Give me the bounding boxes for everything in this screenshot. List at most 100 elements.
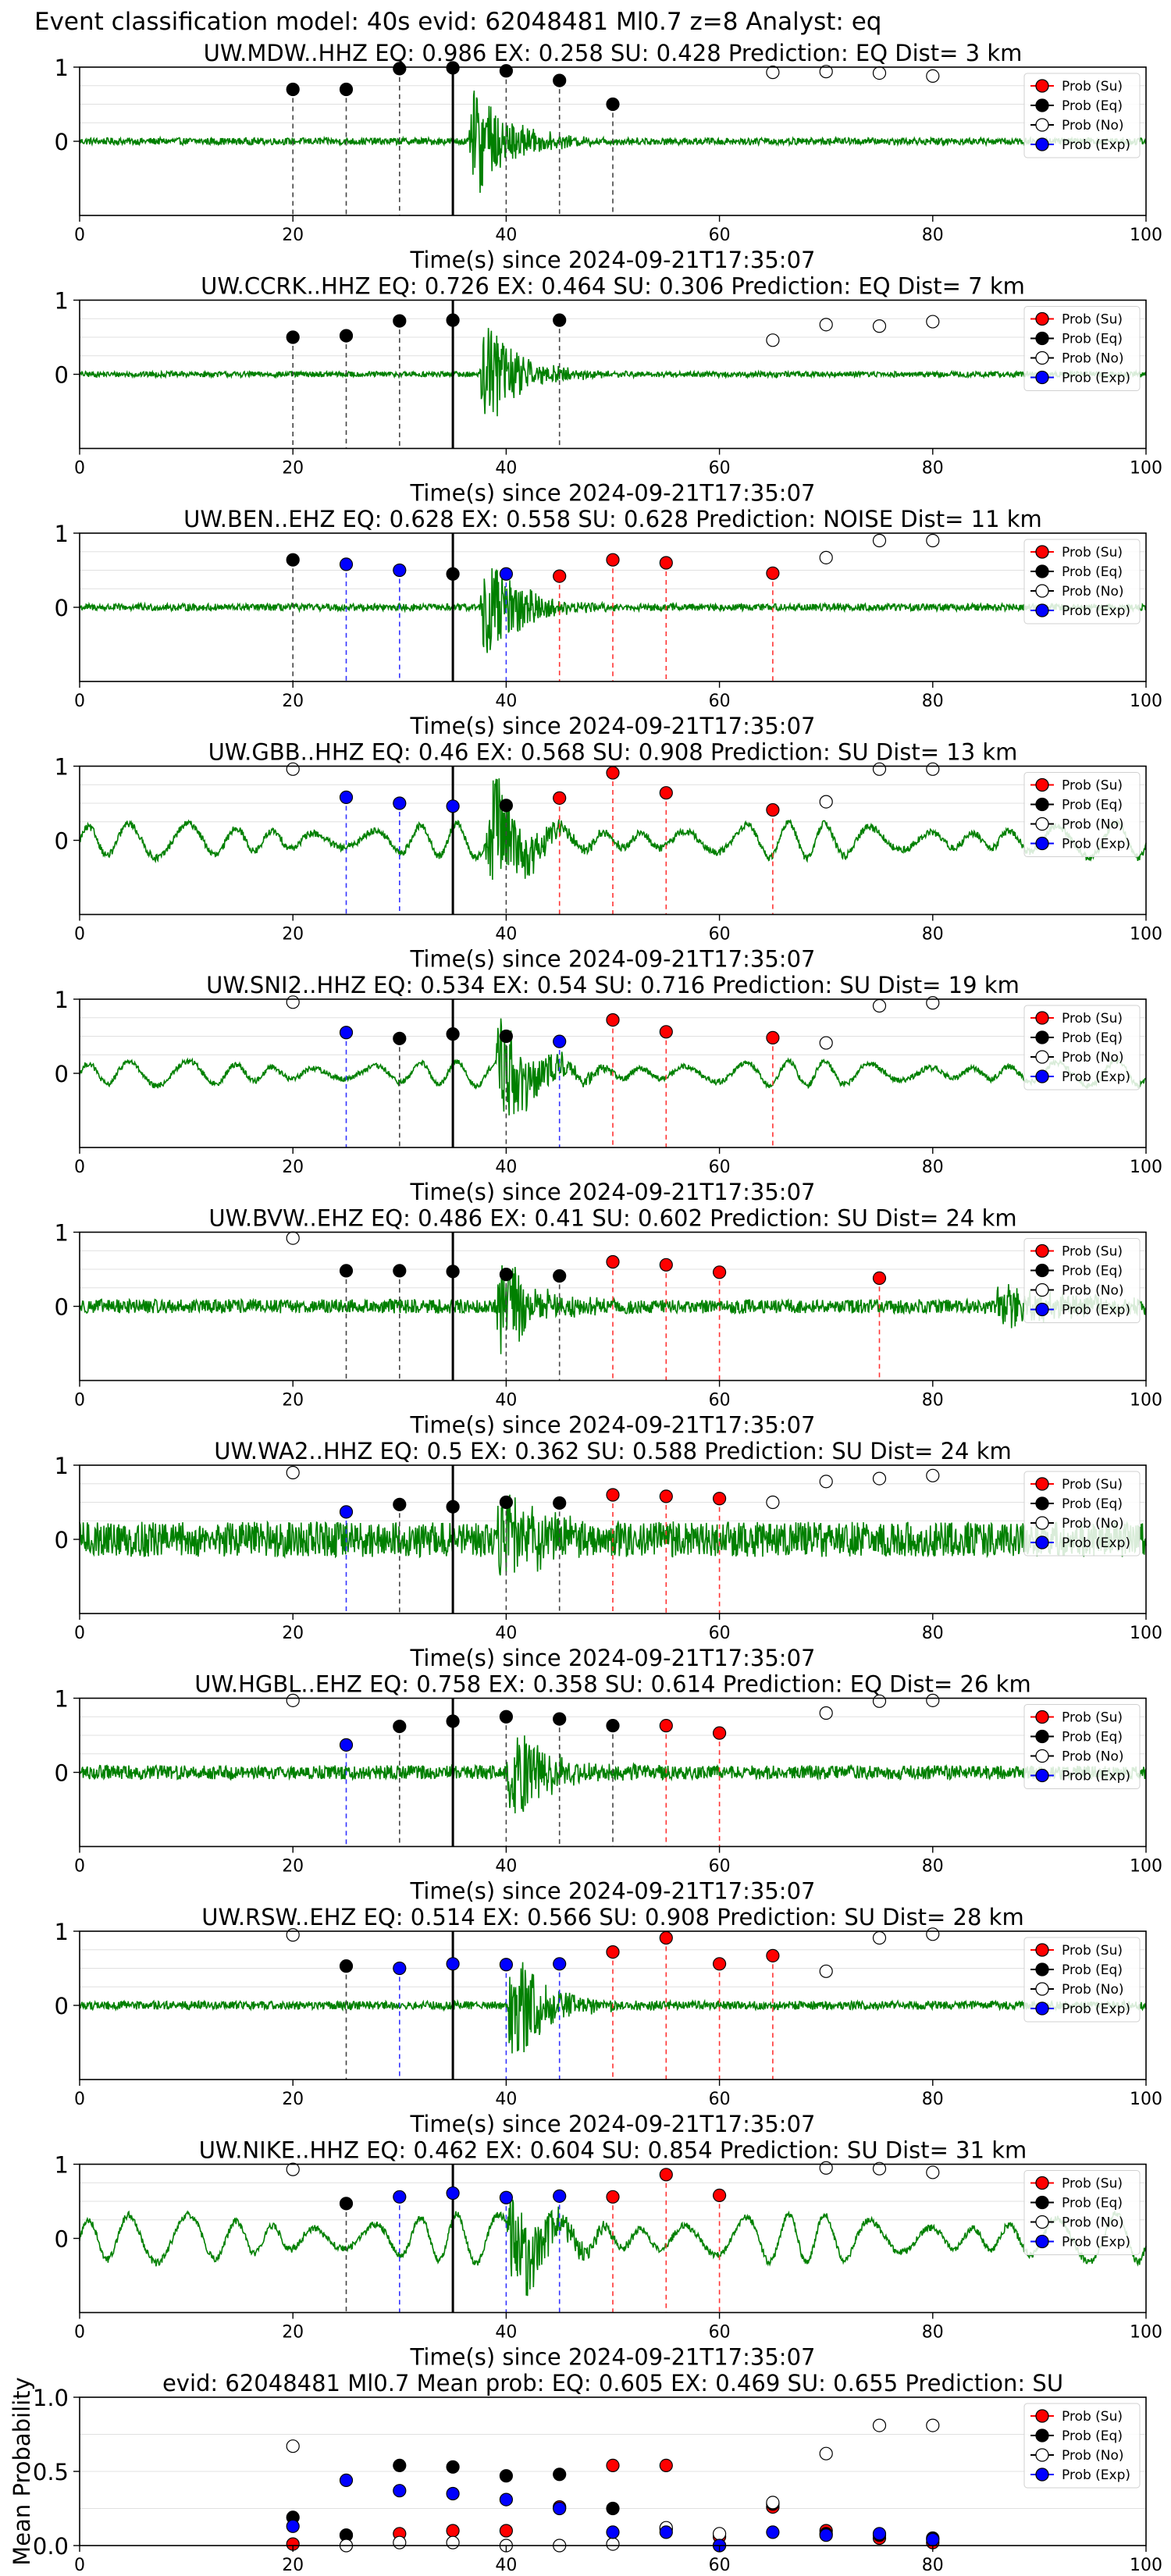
x-axis-label: Time(s) since 2024-09-21T17:35:07 [410,1412,816,1439]
y-tick-label: 1 [55,2152,69,2179]
mean-point-exp [393,2484,407,2498]
legend-frame [1023,1937,1141,2023]
panels: UW.MDW..HHZ EQ: 0.986 EX: 0.258 SU: 0.42… [9,40,1162,2575]
panel-2: UW.CCRK..HHZ EQ: 0.726 EX: 0.464 SU: 0.3… [55,273,1162,507]
legend-label-eq: Prob (Eq) [1062,1264,1123,1279]
legend-frame [1023,2403,1141,2489]
y-tick-label: 1 [55,55,69,81]
point-su [712,1265,727,1279]
legend-label-exp: Prob (Exp) [1062,2001,1130,2017]
x-tick-label: 0 [74,1857,85,1877]
point-no [926,315,940,329]
y-tick-label: 1 [55,1919,69,1945]
mean-point-no [872,2418,887,2432]
x-axis-label: Time(s) since 2024-09-21T17:35:07 [410,247,816,273]
point-su [553,791,567,805]
legend-label-exp: Prob (Exp) [1062,603,1130,619]
legend-marker-su [1035,545,1049,559]
point-su [659,556,673,570]
legend-marker-no [1035,350,1049,365]
legend-marker-su [1035,2176,1049,2190]
mean-point-exp [553,2501,567,2516]
panel-1: UW.MDW..HHZ EQ: 0.986 EX: 0.258 SU: 0.42… [55,40,1162,273]
point-su [766,802,780,817]
point-su [712,2188,727,2202]
x-tick-label: 60 [709,2090,731,2109]
legend-marker-no [1035,2448,1049,2462]
legend-label-exp: Prob (Exp) [1062,837,1130,852]
legend-marker-eq [1035,1729,1049,1744]
point-su [659,1930,673,1945]
mean-point-eq [499,2469,514,2483]
point-su [766,1948,780,1962]
waveform-trace [79,1494,1147,1576]
x-tick-label: 60 [709,1857,731,1877]
mean-point-exp [819,2528,833,2542]
legend-label-su: Prob (Su) [1062,2409,1123,2425]
point-no [872,1471,887,1485]
point-eq [393,1031,407,1045]
point-su [659,2168,673,2182]
point-no [872,66,887,80]
x-axis-label: Time(s) since 2024-09-21T17:35:07 [410,1878,816,1905]
point-no [926,1468,940,1482]
panel-3: UW.BEN..EHZ EQ: 0.628 EX: 0.558 SU: 0.62… [55,506,1162,739]
legend-marker-exp [1035,603,1049,617]
legend-marker-eq [1035,564,1049,578]
point-su [606,1012,620,1027]
legend-marker-no [1035,1749,1049,1763]
x-tick-label: 100 [1130,226,1162,245]
y-tick-label: 0 [55,2226,69,2253]
mean-point-exp [499,2492,514,2507]
y-tick-label: 1 [55,1453,69,1479]
legend-label-eq: Prob (Eq) [1062,1730,1123,1745]
point-no [872,2161,887,2176]
point-no [819,1036,833,1050]
x-tick-label: 40 [495,1391,517,1411]
y-tick-label: 0 [55,1993,69,2019]
legend-marker-eq [1035,2195,1049,2210]
legend-marker-no [1035,1982,1049,1996]
point-no [926,1693,940,1707]
point-eq [553,1268,567,1283]
point-exp [553,1034,567,1048]
x-tick-label: 80 [922,2556,944,2575]
point-eq [339,1959,354,1973]
legend-marker-su [1035,1011,1049,1025]
x-tick-label: 20 [282,459,304,479]
legend-marker-exp [1035,2001,1049,2016]
legend-marker-su [1035,777,1049,792]
x-tick-label: 100 [1130,1391,1162,1411]
point-no [286,1928,300,1942]
legend-marker-no [1035,584,1049,598]
legend-marker-exp [1035,836,1049,851]
panel-title: UW.WA2..HHZ EQ: 0.5 EX: 0.362 SU: 0.588 … [214,1438,1012,1464]
panel-title: UW.RSW..EHZ EQ: 0.514 EX: 0.566 SU: 0.90… [201,1904,1023,1930]
point-su [712,1726,727,1740]
point-exp [446,1957,460,1971]
mean-point-exp [446,2486,460,2501]
legend-label-eq: Prob (Eq) [1062,2196,1123,2211]
legend-marker-eq [1035,797,1049,812]
point-su [712,1957,727,1971]
panel-title: UW.GBB..HHZ EQ: 0.46 EX: 0.568 SU: 0.908… [208,739,1018,766]
legend-label-eq: Prob (Eq) [1062,1496,1123,1512]
point-su [659,1719,673,1733]
panel-title: UW.CCRK..HHZ EQ: 0.726 EX: 0.464 SU: 0.3… [201,273,1025,300]
legend-frame [1023,1471,1141,1557]
point-eq [499,1710,514,1724]
mean-point-exp [339,2473,354,2487]
point-su [872,1271,887,1286]
x-tick-label: 0 [74,1158,85,1177]
point-no [766,333,780,347]
legend-label-exp: Prob (Exp) [1062,1069,1130,1085]
point-su [659,1025,673,1039]
legend-label-exp: Prob (Exp) [1062,2235,1130,2250]
x-tick-label: 80 [922,459,944,479]
y-tick-label: 1.0 [33,2385,69,2411]
point-exp [393,1961,407,1976]
point-no [926,69,940,84]
point-eq [499,1268,514,1282]
x-tick-label: 0 [74,2090,85,2109]
